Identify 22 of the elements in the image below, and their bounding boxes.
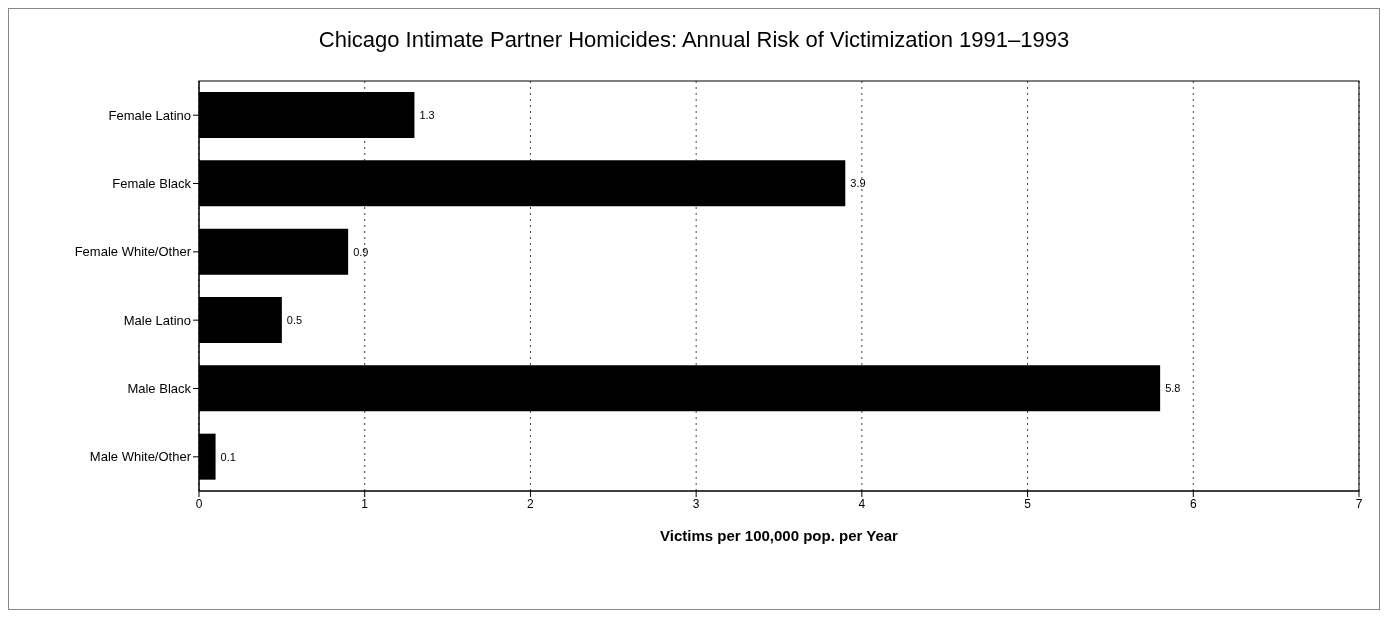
x-tick-label: 5 xyxy=(1024,496,1032,511)
y-tick-label: Male White/Other xyxy=(89,449,192,465)
y-tick-label: Female Black xyxy=(112,176,192,192)
data-label: 1.3 xyxy=(419,108,435,121)
x-tick-label: 6 xyxy=(1189,496,1197,511)
y-tick-label: Female White/Other xyxy=(74,244,192,260)
x-tick-label: 1 xyxy=(361,496,369,511)
x-tick-label: 2 xyxy=(527,496,535,511)
y-tick-label: Female Latino xyxy=(108,107,191,123)
x-tick-label: 7 xyxy=(1355,496,1363,511)
data-label: 0.1 xyxy=(220,450,236,463)
y-tick-label: Male Latino xyxy=(123,312,191,328)
y-tick-label: Male Black xyxy=(127,381,192,397)
data-label: 5.8 xyxy=(1165,382,1181,395)
chart-title: Chicago Intimate Partner Homicides: Annual Risk of Victimization 1991–1993 xyxy=(317,26,1071,54)
data-label: 3.9 xyxy=(850,177,866,190)
x-tick-label: 4 xyxy=(858,496,866,511)
data-label: 0.9 xyxy=(353,245,369,258)
x-tick-label: 3 xyxy=(692,496,700,511)
x-tick-label: 0 xyxy=(195,496,203,511)
x-axis-title: Victims per 100,000 pop. per Year xyxy=(660,527,899,544)
data-label: 0.5 xyxy=(286,313,303,326)
